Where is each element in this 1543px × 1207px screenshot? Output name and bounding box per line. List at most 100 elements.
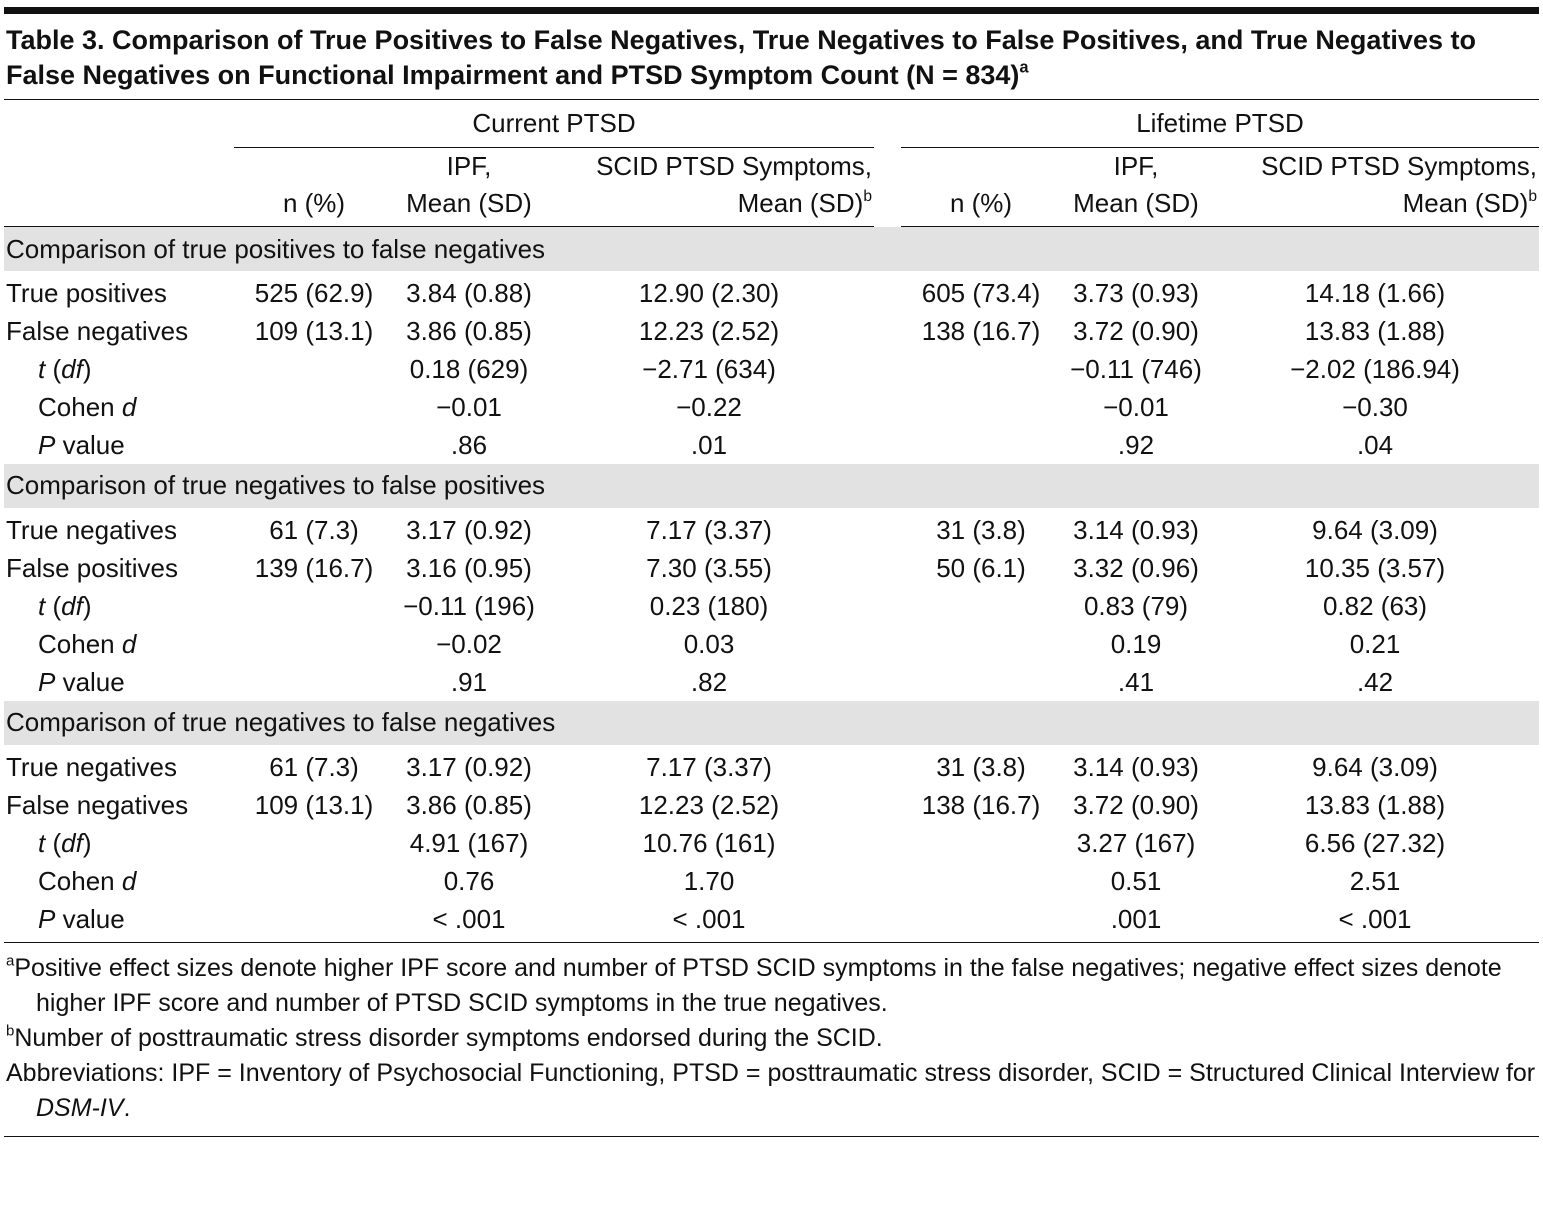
text-segment: value [55,903,125,934]
data-cell: 139 (16.7) [254,553,374,584]
row-label: t (df) [4,825,234,863]
row-label: False positives [4,550,234,588]
row-label: P value [4,900,234,938]
data-cell: 0.19 [1110,628,1162,659]
text-segment: value [55,429,125,460]
data-cell: .42 [1356,666,1394,697]
text-segment: ( [45,827,62,858]
gap-cell [874,275,901,313]
table-row: True negatives 61 (7.3) 3.17 (0.92) 7.17 (3… [4,512,1539,550]
data-cell: 14.18 (1.66) [1304,278,1446,309]
data-cell [234,625,394,663]
text-segment: Abbreviations: IPF = Inventory of Psycho… [6,1058,1536,1087]
table-row: Cohen d 0.76 1.70 0.51 2.51 [4,862,1539,900]
data-cell: 109 (13.1) [254,790,374,821]
text-segment: d [121,628,137,659]
data-cell [901,388,1061,426]
empty-cell [4,100,234,148]
data-cell: 3.14 (0.93) [1073,752,1199,783]
column-header: IPF, Mean (SD) [1061,147,1211,227]
table-row: False negatives 109 (13.1) 3.86 (0.85) 12.2… [4,787,1539,825]
data-cell: .91 [450,666,488,697]
data-cell: −0.30 [1342,391,1408,422]
header-note: b [1528,188,1538,206]
data-cell: 50 (6.1) [936,553,1026,584]
data-cell: 3.27 (167) [1076,827,1196,858]
gap-cell [874,388,901,426]
gap-cell [874,787,901,825]
data-cell: 31 (3.8) [936,752,1026,783]
text-segment: ) [82,827,92,858]
data-cell: 3.84 (0.88) [406,278,532,309]
row-label: P value [4,426,234,464]
data-cell [901,663,1061,701]
text-segment: DSM-IV [36,1093,124,1122]
gap-cell [874,825,901,863]
table-row: P value .86 .01 .92 .04 [4,426,1539,464]
gap-cell [874,426,901,464]
data-cell: 7.30 (3.55) [646,553,772,584]
table-row: t (df) 0.18 (629) −2.71 (634) −0.11 (746) −2… [4,351,1539,389]
data-cell [901,862,1061,900]
text-segment: value [55,666,125,697]
title-note: a [1019,58,1029,77]
data-cell: 4.91 (167) [409,827,529,858]
row-label: False negatives [4,313,234,351]
header-text: SCID PTSD Symptoms, [596,151,872,181]
header-text: Mean (SD) [1073,188,1199,218]
header-text: n (%) [949,188,1013,218]
group-header-row: Current PTSD Lifetime PTSD [4,100,1540,148]
header-text: SCID PTSD Symptoms, [1261,151,1538,181]
data-cell: 12.23 (2.52) [638,316,780,347]
title-text: Table 3. Comparison of True Positives to… [6,25,1476,90]
column-header-row: n (%) IPF, Mean (SD) SCID PTSD Symptoms, Mea… [4,147,1540,227]
data-cell: 0.51 [1110,865,1162,896]
data-cell: −0.01 [436,391,502,422]
section-heading: Comparison of true negatives to false ne… [4,700,1540,745]
gap-cell [874,313,901,351]
text-segment: df [61,827,83,858]
page: Table 3. Comparison of True Positives to… [0,7,1543,1207]
footnote-marker: b [6,1022,15,1040]
data-cell: −0.01 [1103,391,1169,422]
data-cell [234,588,394,626]
data-cell: 31 (3.8) [936,515,1026,546]
data-cell: 0.18 (629) [409,353,529,384]
table-row: True negatives 61 (7.3) 3.17 (0.92) 7.17 (3… [4,749,1539,787]
column-header: n (%) [234,147,394,227]
data-cell: .82 [690,666,728,697]
data-cell [901,588,1061,626]
data-cell: −0.11 (196) [403,590,535,621]
data-cell: 3.14 (0.93) [1073,515,1199,546]
column-header: n (%) [901,147,1061,227]
data-cell [234,351,394,389]
data-cell: 3.86 (0.85) [406,316,532,347]
data-cell: 10.35 (3.57) [1304,553,1446,584]
text-segment: True negatives [6,752,178,783]
header-text: Mean (SD) [737,188,864,218]
data-cell [234,825,394,863]
header-line: Mean (SD)b [544,185,872,222]
data-cell: .001 [1110,903,1162,934]
data-cell: 3.16 (0.95) [406,553,532,584]
header-note: b [863,188,872,206]
top-rule [4,7,1539,14]
row-label: Cohen d [4,625,234,663]
header-text: Mean (SD) [406,188,532,218]
data-cell [234,426,394,464]
header-text: IPF, [446,151,492,181]
row-label: False negatives [4,787,234,825]
gap-cell [874,900,901,938]
gap-cell [874,663,901,701]
text-segment: . [123,1093,131,1122]
text-segment: df [61,353,83,384]
gap-cell [874,351,901,389]
gap-cell [874,749,901,787]
data-cell [901,900,1061,938]
data-cell: 13.83 (1.88) [1304,790,1446,821]
data-table: Current PTSD Lifetime PTSD n (%) IPF, Mean (… [4,100,1540,938]
gap-cell [874,625,901,663]
text-segment: P [38,429,56,460]
data-cell: 3.86 (0.85) [406,790,532,821]
data-cell: 9.64 (3.09) [1312,515,1438,546]
